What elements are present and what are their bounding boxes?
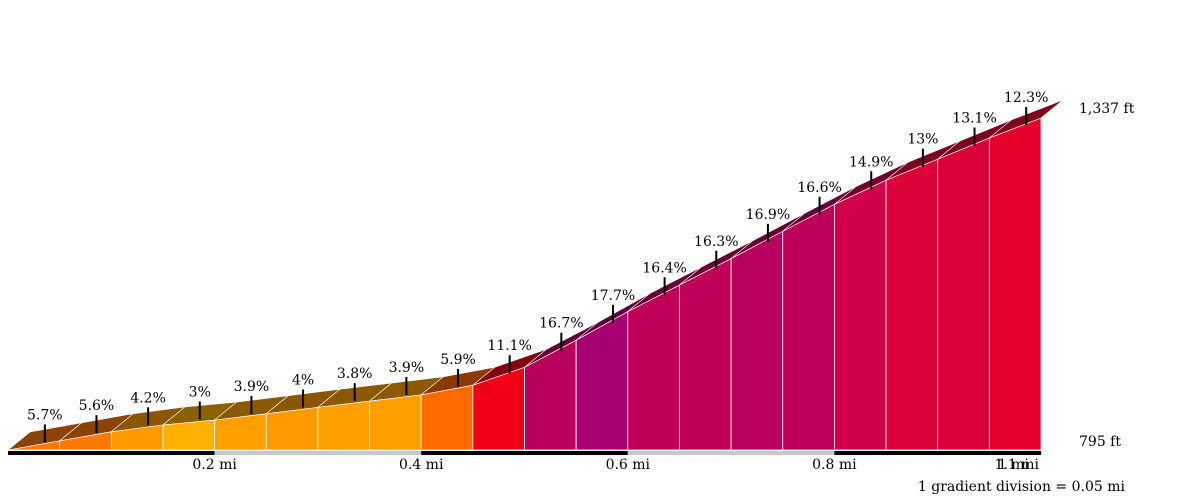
segment-front-face [162, 419, 216, 451]
grade-label: 13% [907, 132, 938, 148]
grade-label: 5.6% [79, 398, 115, 414]
grade-label: 11.1% [487, 338, 531, 354]
x-tick-label: 0.6 mi [606, 457, 651, 473]
grade-label: 16.6% [797, 180, 841, 196]
grade-label: 5.7% [27, 407, 63, 423]
axis-scale-bar [8, 451, 215, 455]
grade-label: 13.1% [952, 111, 996, 127]
segment-front-face [782, 203, 835, 451]
grade-label: 3.9% [389, 360, 425, 376]
grade-label: 4.2% [130, 390, 166, 406]
grade-label: 3.9% [234, 379, 270, 395]
x-tick-label: 0.2 mi [192, 457, 237, 473]
segment-front-face [885, 158, 939, 451]
grade-label: 3% [189, 384, 211, 400]
profile-area: 5.7% 5.6% 4.2% 3% 3.9% 4% 3.8% 3.9% 5.9% 11.1% 16.… [6, 90, 1064, 451]
min-elevation-label: 795 ft [1079, 434, 1121, 450]
grade-label: 4% [292, 372, 314, 388]
axis-scale-bar [834, 451, 1041, 455]
grade-label: 17.7% [591, 288, 635, 304]
grade-label: 12.3% [1004, 90, 1048, 106]
axis-scale-bar [214, 451, 422, 455]
grade-label: 16.7% [539, 316, 583, 332]
x-tick-label: 1 mi [998, 457, 1030, 473]
max-elevation-label: 1,337 ft [1079, 101, 1135, 117]
segment-front-face [265, 406, 319, 451]
segment-front-face [317, 400, 370, 451]
segment-front-face [369, 394, 422, 451]
segment-front-face [988, 117, 1042, 451]
grade-label: 16.3% [694, 234, 738, 250]
gradient-division-footnote: 1 gradient division = 0.05 mi [918, 479, 1126, 495]
segment-front-face [937, 137, 990, 451]
grade-label: 5.9% [440, 352, 476, 368]
segment-front-face [834, 179, 887, 451]
grade-label: 16.4% [642, 260, 686, 276]
grade-label: 3.8% [337, 366, 373, 382]
segment-front-face [420, 384, 474, 451]
grade-label: 16.9% [746, 207, 790, 223]
axis-scale-bar [421, 451, 628, 455]
x-tick-label: 0.8 mi [812, 457, 857, 473]
grade-label: 14.9% [849, 154, 893, 170]
distance-axis: 0.2 mi 0.4 mi 0.6 mi 0.8 mi 1 mi1.1 mi [8, 451, 1041, 473]
segment-front-face [679, 257, 732, 451]
x-tick-label: 1.1 mi [995, 457, 1040, 473]
segment-front-face [730, 230, 784, 451]
x-tick-label: 0.4 mi [399, 457, 444, 473]
axis-scale-bar [627, 451, 835, 455]
segment-front-face [627, 284, 680, 451]
